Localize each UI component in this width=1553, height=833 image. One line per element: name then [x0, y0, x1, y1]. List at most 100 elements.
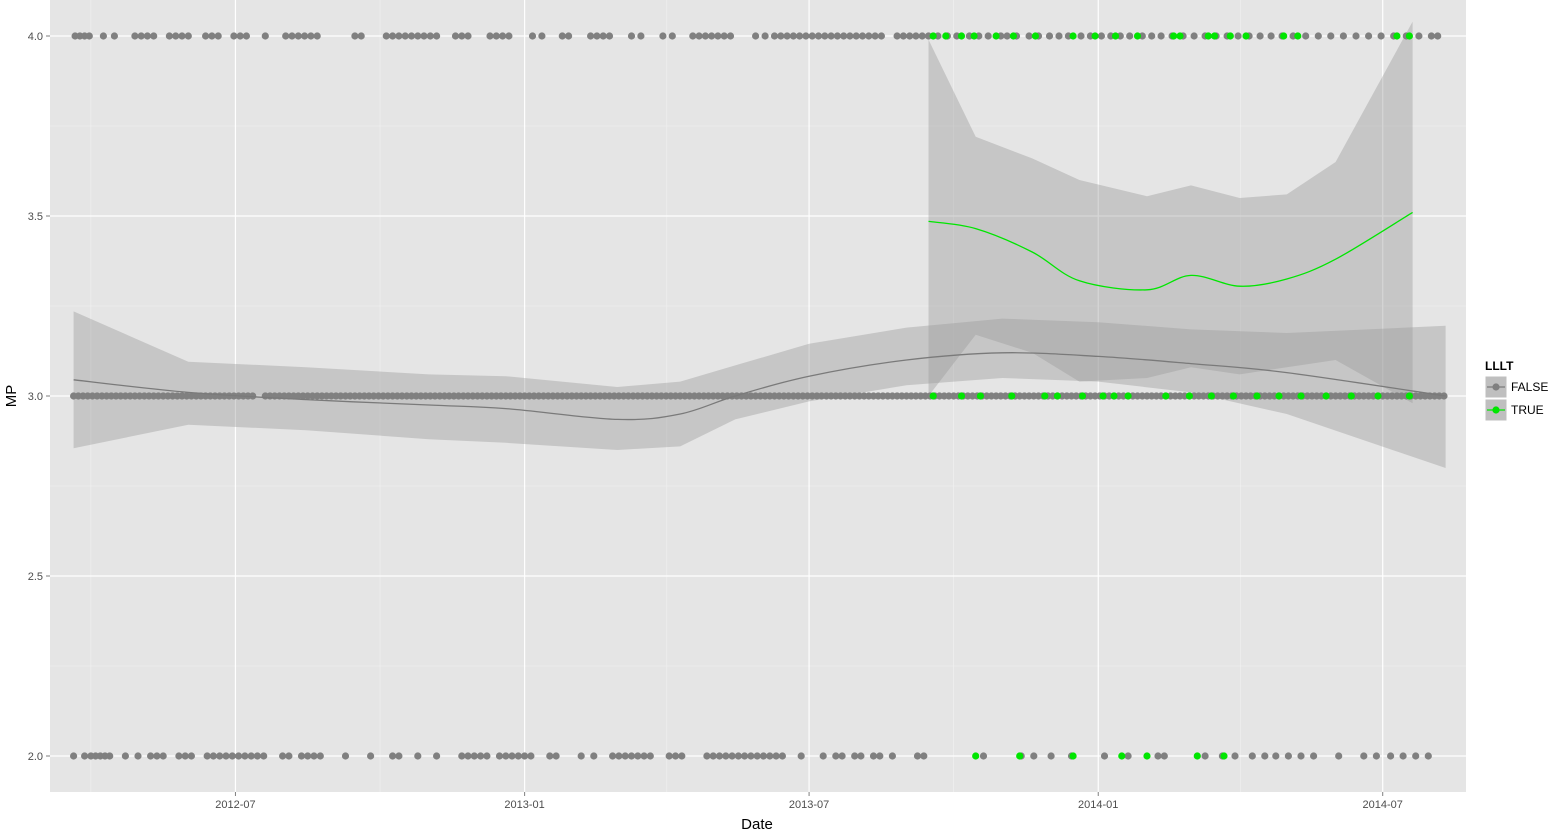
data-point-false: [1360, 752, 1368, 760]
data-point-true: [1110, 392, 1118, 400]
legend-label-false: FALSE: [1511, 380, 1548, 394]
data-point-false: [640, 752, 648, 760]
data-point-true: [1220, 752, 1228, 760]
axes: 2.0 2.5 3.0 3.5 4.0 2012-07 2013-01 2013-07 2014…: [28, 31, 1403, 811]
data-point-false: [282, 32, 290, 40]
data-point-false: [458, 32, 466, 40]
data-point-true: [1009, 32, 1018, 40]
data-point-true: [970, 32, 978, 40]
x-tick-label: 2012-07: [215, 799, 255, 811]
data-point-true: [1405, 392, 1413, 400]
data-point-false: [906, 32, 914, 40]
data-point-false: [599, 32, 607, 40]
data-point-false: [1030, 752, 1038, 760]
data-point-false: [714, 32, 722, 40]
data-point-false: [1372, 752, 1380, 760]
data-point-false: [1267, 32, 1275, 40]
data-point-false: [759, 752, 768, 760]
legend-point-true: [1492, 406, 1500, 414]
data-point-true: [1111, 32, 1120, 40]
data-point-false: [1097, 32, 1105, 40]
confidence-band-false: [73, 311, 1446, 468]
y-tick-label: 2.5: [28, 571, 43, 583]
data-point-false: [178, 32, 186, 40]
data-point-false: [1124, 752, 1132, 760]
data-point-false: [294, 32, 302, 40]
data-point-true: [1229, 392, 1237, 400]
data-point-false: [726, 32, 735, 40]
data-point-true: [1185, 392, 1193, 400]
data-point-false: [668, 32, 676, 40]
data-point-false: [715, 752, 724, 760]
data-point-false: [70, 752, 78, 760]
data-point-false: [1077, 32, 1085, 40]
data-point-false: [865, 32, 873, 40]
data-point-false: [214, 32, 222, 40]
data-point-false: [832, 752, 840, 760]
data-point-false: [852, 32, 860, 40]
data-point-false: [351, 32, 359, 40]
data-point-false: [486, 32, 494, 40]
data-point-true: [1069, 32, 1077, 40]
data-point-false: [209, 752, 217, 760]
data-point-true: [1207, 392, 1215, 400]
data-point-false: [979, 752, 988, 760]
data-point-true: [1347, 392, 1355, 400]
data-point-false: [279, 752, 287, 760]
y-axis-title: MP: [3, 385, 20, 408]
data-point-true: [1170, 32, 1178, 40]
data-point-false: [627, 752, 636, 760]
x-axis-title: Date: [741, 816, 773, 833]
data-point-true: [1393, 32, 1401, 40]
data-point-false: [846, 32, 854, 40]
data-point-true: [1226, 32, 1234, 40]
data-point-false: [1310, 752, 1318, 760]
data-point-false: [143, 32, 151, 40]
data-point-true: [1294, 32, 1302, 40]
data-point-false: [1434, 32, 1442, 40]
data-point-false: [420, 32, 428, 40]
data-point-false: [222, 752, 230, 760]
data-point-false: [797, 752, 805, 760]
data-point-false: [458, 752, 466, 760]
data-point-false: [789, 32, 798, 40]
data-point-false: [565, 32, 573, 40]
data-point-true: [1374, 392, 1382, 400]
data-point-false: [913, 752, 922, 760]
data-point-false: [1314, 32, 1322, 40]
data-point-false: [1377, 32, 1385, 40]
data-point-false: [605, 32, 614, 40]
data-point-false: [821, 32, 829, 40]
y-tick-label: 3.0: [28, 391, 43, 403]
data-point-false: [621, 752, 629, 760]
data-point-true: [1069, 752, 1077, 760]
data-point-false: [593, 32, 601, 40]
data-point-false: [433, 32, 441, 40]
data-point-false: [665, 752, 673, 760]
data-point-false: [857, 752, 865, 760]
data-point-false: [893, 32, 901, 40]
data-point-false: [1201, 752, 1209, 760]
data-point-false: [772, 752, 780, 760]
data-point-false: [1234, 32, 1242, 40]
data-point-true: [1016, 752, 1024, 760]
data-point-false: [470, 752, 478, 760]
data-point-false: [827, 32, 835, 40]
data-point-true: [957, 392, 966, 400]
data-point-false: [1045, 32, 1054, 40]
data-point-true: [1297, 392, 1305, 400]
data-point-false: [1231, 752, 1239, 760]
data-point-false: [395, 32, 403, 40]
data-point-true: [942, 32, 950, 40]
data-point-true: [1053, 392, 1061, 400]
data-point-true: [1133, 32, 1142, 40]
data-point-false: [761, 32, 769, 40]
data-point-false: [367, 752, 375, 760]
data-point-false: [407, 32, 416, 40]
data-point-false: [1339, 32, 1347, 40]
data-point-false: [728, 752, 736, 760]
data-point-false: [871, 32, 879, 40]
data-point-false: [483, 752, 491, 760]
data-point-false: [316, 752, 324, 760]
data-point-false: [477, 752, 485, 760]
